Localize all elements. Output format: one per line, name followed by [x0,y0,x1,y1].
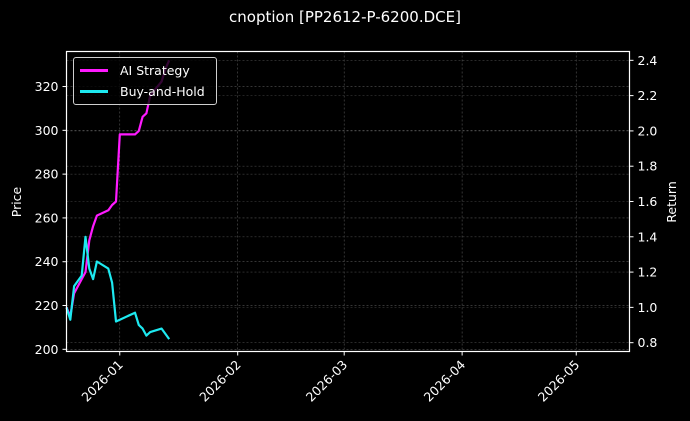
left-tick-label: 200 [35,342,59,357]
left-axis-label: Price [9,186,24,217]
legend-label-buy-and-hold: Buy-and-Hold [120,83,205,99]
left-tick-label: 280 [35,167,59,182]
right-tick-label: 2.0 [638,123,658,138]
x-tick-label: 2026-04 [421,357,469,405]
left-tick-label: 260 [35,210,59,225]
x-tick-label: 2026-03 [303,357,351,405]
x-axis: 2026-01 2026-02 2026-03 2026-04 2026-05 [78,351,583,405]
right-tick-label: 1.2 [638,265,658,280]
right-tick-label: 2.2 [638,88,658,103]
legend-label-ai-strategy: AI Strategy [120,62,190,78]
grid-lines [66,51,630,352]
legend-item-ai-strategy: AI Strategy [80,61,190,79]
left-y-axis: 200 220 240 260 280 300 320 [35,79,67,357]
left-tick-label: 300 [35,123,59,138]
x-tick-label: 2026-01 [78,357,126,405]
x-tick-label: 2026-05 [535,357,583,405]
legend-item-buy-and-hold: Buy-and-Hold [80,82,205,100]
chart-title: cnoption [PP2612-P-6200.DCE] [229,8,461,26]
right-tick-label: 1.0 [638,300,658,315]
right-tick-label: 1.4 [638,229,658,244]
left-tick-label: 240 [35,254,59,269]
right-tick-label: 0.8 [638,335,658,350]
series-line-buy-and-hold [65,235,171,340]
left-tick-label: 220 [35,298,59,313]
legend-swatch-buy-and-hold [80,89,108,93]
right-tick-label: 1.6 [638,194,658,209]
left-tick-label: 320 [35,79,59,94]
legend: AI Strategy Buy-and-Hold [73,57,217,105]
right-axis-label: Return [664,181,679,222]
x-tick-label: 2026-02 [196,357,244,405]
right-tick-label: 2.4 [638,53,658,68]
right-tick-label: 1.8 [638,159,658,174]
legend-swatch-ai-strategy [80,68,108,72]
right-y-axis: 0.8 1.0 1.2 1.4 1.6 1.8 2.0 2.2 2.4 [629,53,658,350]
